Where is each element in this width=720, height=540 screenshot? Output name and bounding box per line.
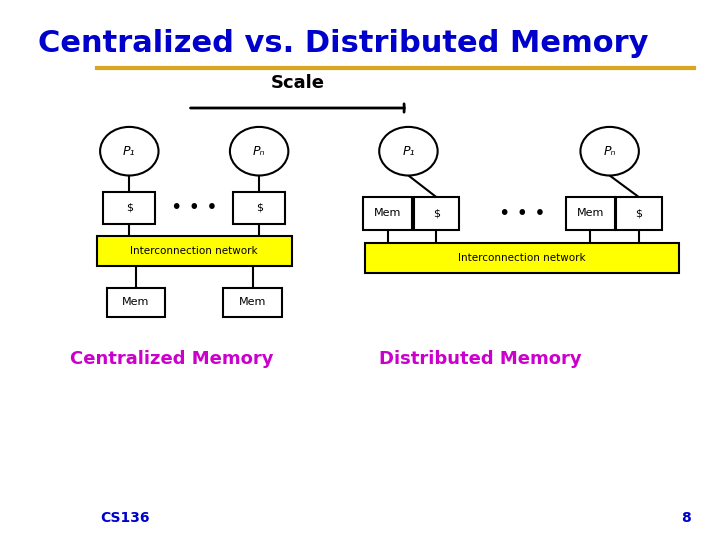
FancyBboxPatch shape xyxy=(223,287,282,317)
Text: • • •: • • • xyxy=(499,204,545,223)
Text: $: $ xyxy=(256,203,263,213)
FancyBboxPatch shape xyxy=(233,192,285,224)
Text: P₁: P₁ xyxy=(123,145,135,158)
Text: 8: 8 xyxy=(681,511,690,525)
Text: • • •: • • • xyxy=(171,198,217,218)
Text: $: $ xyxy=(635,208,642,218)
Text: Mem: Mem xyxy=(122,298,150,307)
Circle shape xyxy=(100,127,158,176)
Text: Interconnection network: Interconnection network xyxy=(458,253,586,263)
Circle shape xyxy=(379,127,438,176)
Text: Mem: Mem xyxy=(374,208,401,218)
Text: Pₙ: Pₙ xyxy=(603,145,616,158)
FancyBboxPatch shape xyxy=(364,197,412,230)
Text: Distributed Memory: Distributed Memory xyxy=(379,350,581,368)
Text: CS136: CS136 xyxy=(100,511,150,525)
Text: Mem: Mem xyxy=(577,208,604,218)
Text: $: $ xyxy=(433,208,440,218)
Text: $: $ xyxy=(126,203,132,213)
Text: Interconnection network: Interconnection network xyxy=(130,246,258,256)
FancyBboxPatch shape xyxy=(413,197,459,230)
Text: Scale: Scale xyxy=(271,74,325,92)
Circle shape xyxy=(230,127,288,176)
Text: P₁: P₁ xyxy=(402,145,415,158)
Text: Pₙ: Pₙ xyxy=(253,145,266,158)
FancyBboxPatch shape xyxy=(566,197,614,230)
Text: Centralized vs. Distributed Memory: Centralized vs. Distributed Memory xyxy=(38,29,649,58)
FancyBboxPatch shape xyxy=(107,287,165,317)
Circle shape xyxy=(580,127,639,176)
FancyBboxPatch shape xyxy=(616,197,662,230)
Text: Centralized Memory: Centralized Memory xyxy=(70,350,274,368)
FancyBboxPatch shape xyxy=(364,243,680,273)
FancyBboxPatch shape xyxy=(104,192,156,224)
FancyBboxPatch shape xyxy=(97,236,292,266)
Text: Mem: Mem xyxy=(239,298,266,307)
